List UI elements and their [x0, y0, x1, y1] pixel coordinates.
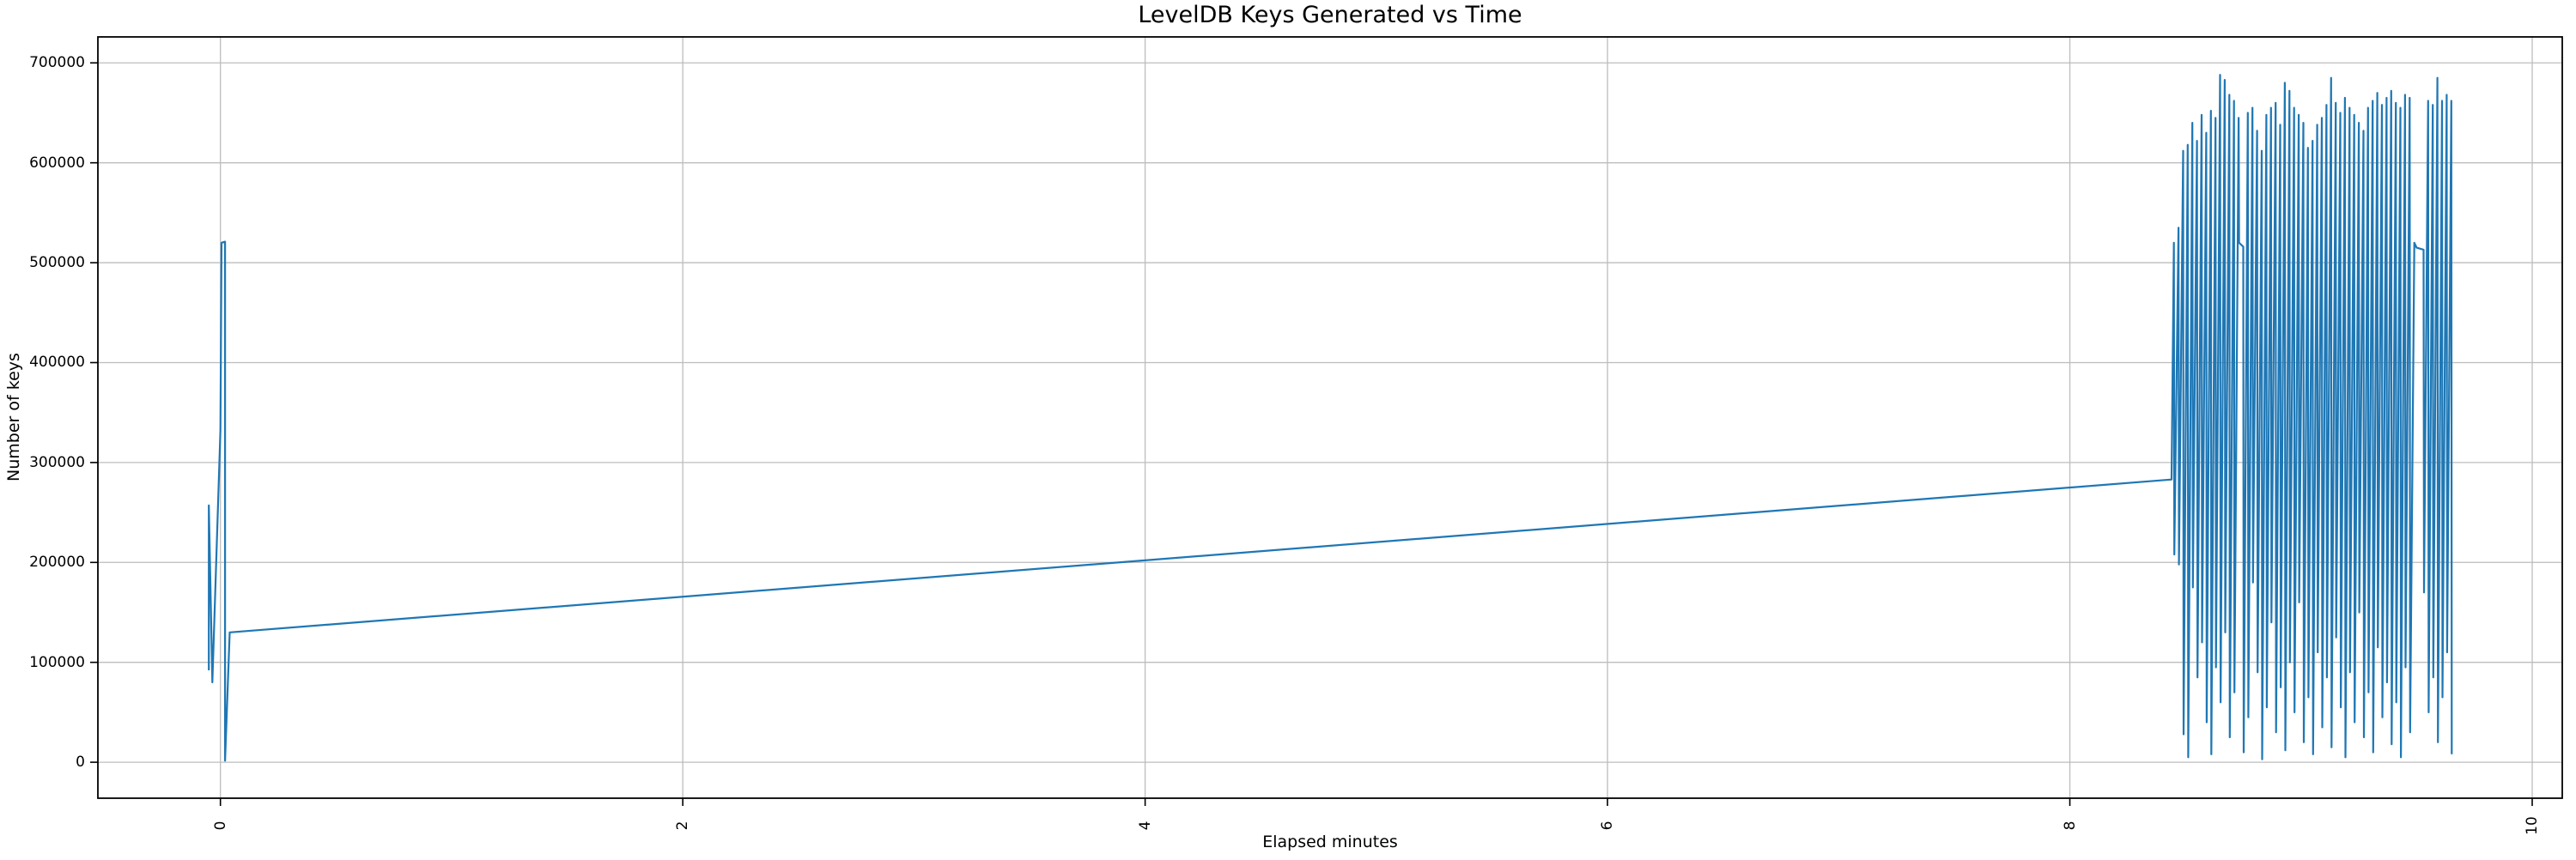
- y-tick-label: 100000: [29, 653, 85, 671]
- axes-spines: [97, 36, 2563, 799]
- y-tick-label: 300000: [29, 453, 85, 471]
- y-tick-label: 0: [76, 754, 85, 772]
- x-tick-label: 10: [2524, 816, 2541, 835]
- data-line: [208, 74, 2453, 762]
- x-tick-label: 8: [2061, 821, 2079, 831]
- y-tick-label: 400000: [29, 354, 85, 372]
- y-tick-label: 600000: [29, 154, 85, 172]
- x-tick-label: 4: [1136, 821, 1154, 831]
- chart-title: LevelDB Keys Generated vs Time: [1138, 2, 1522, 28]
- x-tick-label: 2: [674, 821, 692, 831]
- x-axis-label: Elapsed minutes: [1262, 833, 1398, 851]
- y-tick-label: 500000: [29, 254, 85, 272]
- y-tick-label: 200000: [29, 554, 85, 572]
- y-axis-label: Number of keys: [4, 353, 23, 481]
- x-tick-label: 6: [1599, 821, 1617, 831]
- x-tick-label: 0: [211, 821, 229, 831]
- y-tick-label: 700000: [29, 54, 85, 72]
